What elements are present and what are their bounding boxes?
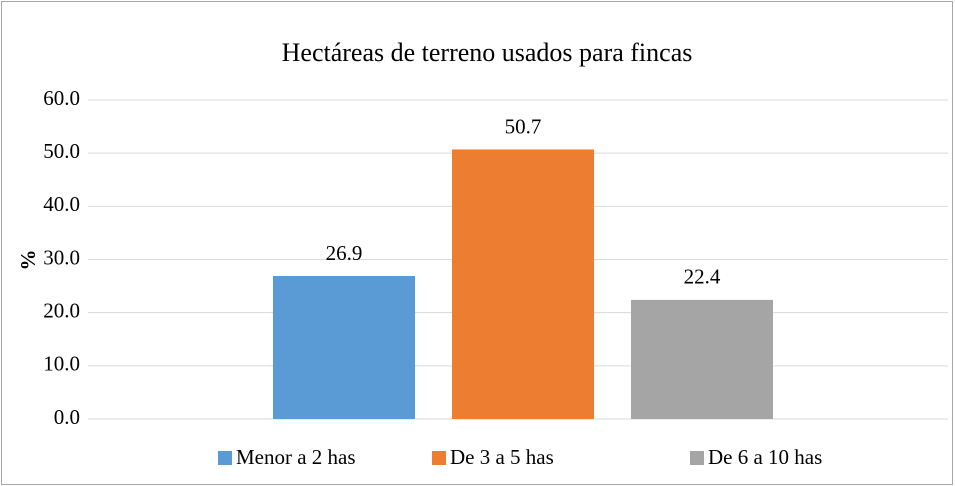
y-axis-label: % bbox=[16, 250, 40, 271]
y-tick-label: 60.0 bbox=[43, 86, 80, 110]
bar bbox=[273, 275, 415, 419]
chart-title: Hectáreas de terreno usados para fincas bbox=[282, 38, 693, 67]
y-tick-label: 20.0 bbox=[43, 298, 80, 322]
legend-swatch bbox=[432, 451, 446, 465]
legend-swatch bbox=[690, 451, 704, 465]
y-tick-label: 40.0 bbox=[43, 192, 80, 216]
bar bbox=[452, 149, 594, 419]
bar bbox=[631, 299, 773, 419]
legend-label: De 3 a 5 has bbox=[450, 445, 554, 469]
data-label: 50.7 bbox=[505, 114, 542, 138]
y-tick-label: 10.0 bbox=[43, 352, 80, 376]
data-label: 22.4 bbox=[684, 265, 721, 289]
legend-label: De 6 a 10 has bbox=[708, 445, 822, 469]
y-tick-label: 50.0 bbox=[43, 139, 80, 163]
legend-swatch bbox=[218, 451, 232, 465]
legend-label: Menor a 2 has bbox=[236, 445, 356, 469]
y-tick-label: 30.0 bbox=[43, 245, 80, 269]
data-label: 26.9 bbox=[326, 241, 363, 265]
y-tick-label: 0.0 bbox=[54, 405, 80, 429]
